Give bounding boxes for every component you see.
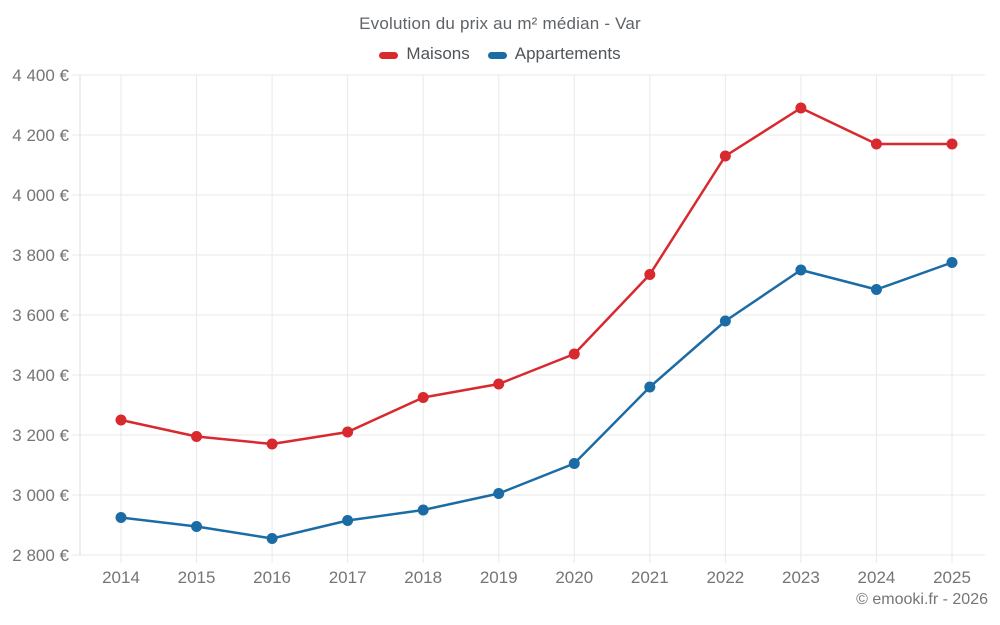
y-tick-label: 3 400 € — [12, 366, 69, 385]
y-tick-label: 4 000 € — [12, 186, 69, 205]
point-appartements-2019[interactable] — [493, 488, 505, 499]
point-appartements-2018[interactable] — [417, 504, 429, 516]
point-appartements-2025[interactable] — [946, 257, 958, 268]
x-tick-label: 2023 — [782, 568, 820, 587]
point-maisons-2020[interactable] — [568, 348, 580, 360]
y-tick-label: 3 600 € — [12, 306, 69, 325]
point-maisons-2023[interactable] — [795, 102, 807, 114]
point-appartements-2021[interactable] — [644, 381, 656, 393]
point-maisons-2015[interactable] — [191, 431, 203, 442]
legend-label: Appartements — [514, 44, 621, 63]
x-tick-label: 2017 — [329, 568, 367, 587]
point-maisons-2017[interactable] — [342, 426, 354, 438]
x-tick-label: 2015 — [178, 568, 216, 587]
legend: Maisons Appartements — [0, 44, 1000, 64]
point-appartements-2016[interactable] — [266, 533, 278, 544]
y-tick-label: 3 800 € — [12, 246, 69, 265]
point-appartements-2015[interactable] — [191, 521, 203, 532]
legend-item-appartements[interactable]: Appartements — [487, 44, 621, 64]
point-maisons-2024[interactable] — [870, 138, 882, 150]
x-tick-label: 2020 — [555, 568, 593, 587]
point-appartements-2022[interactable] — [719, 315, 731, 327]
point-maisons-2022[interactable] — [719, 150, 731, 162]
chart-title: Evolution du prix au m² médian - Var — [359, 14, 641, 33]
point-maisons-2019[interactable] — [493, 378, 505, 390]
x-tick-label: 2019 — [480, 568, 518, 587]
maisons-swatch-icon — [379, 51, 399, 59]
series-line-maisons — [119, 106, 954, 446]
x-tick-label: 2016 — [253, 568, 291, 587]
y-tick-label: 4 400 € — [12, 66, 69, 85]
x-tick-label: 2025 — [933, 568, 971, 587]
point-appartements-2014[interactable] — [115, 512, 127, 523]
point-appartements-2017[interactable] — [342, 515, 354, 526]
point-maisons-2025[interactable] — [946, 138, 958, 150]
x-tick-label: 2014 — [102, 568, 140, 587]
x-tick-label: 2021 — [631, 568, 669, 587]
point-maisons-2021[interactable] — [644, 269, 656, 280]
legend-item-maisons[interactable]: Maisons — [379, 44, 470, 64]
x-tick-label: 2024 — [858, 568, 896, 587]
y-tick-label: 3 000 € — [12, 486, 69, 505]
appartements-swatch-icon — [487, 51, 507, 59]
point-appartements-2024[interactable] — [870, 284, 882, 295]
series-line-appartements — [119, 261, 954, 540]
point-appartements-2020[interactable] — [568, 458, 580, 469]
y-tick-label: 4 200 € — [12, 126, 69, 145]
point-maisons-2014[interactable] — [115, 414, 127, 426]
point-maisons-2016[interactable] — [266, 438, 278, 450]
point-maisons-2018[interactable] — [417, 392, 429, 403]
footer-credit: © emooki.fr - 2026 — [856, 591, 988, 608]
legend-label: Maisons — [406, 44, 470, 63]
x-tick-label: 2018 — [404, 568, 442, 587]
x-tick-label: 2022 — [706, 568, 744, 587]
y-tick-label: 2 800 € — [12, 546, 69, 565]
point-appartements-2023[interactable] — [795, 264, 807, 276]
y-tick-label: 3 200 € — [12, 426, 69, 445]
